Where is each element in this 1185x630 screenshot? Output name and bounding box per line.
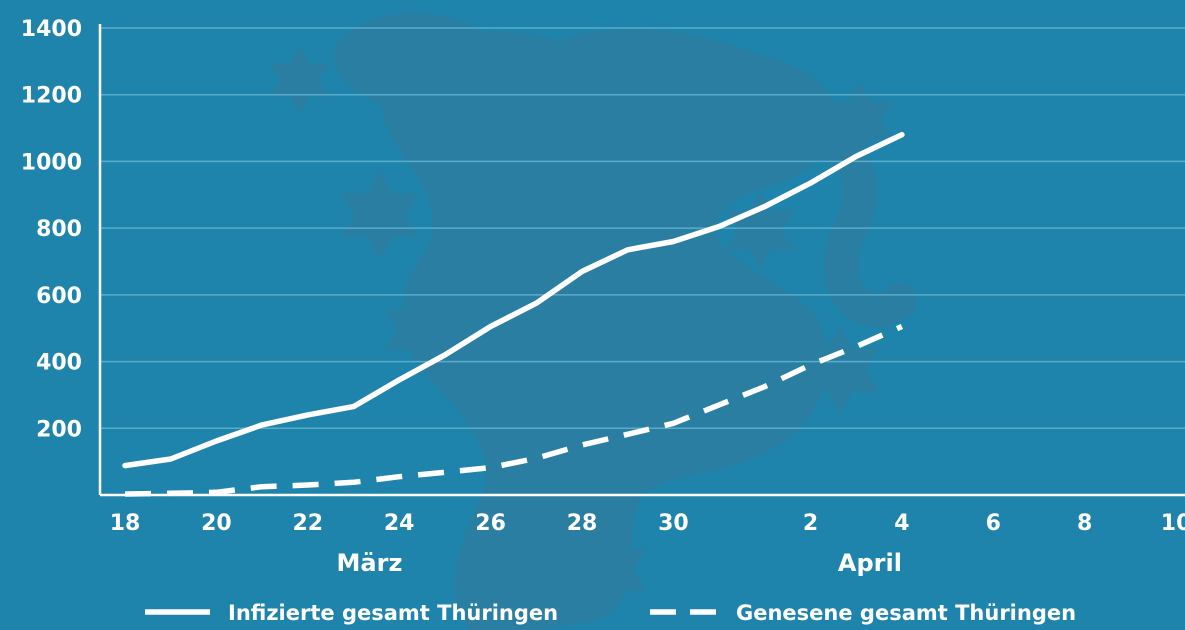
legend: Infizierte gesamt Thüringen Genesene gesa… [145, 601, 1076, 625]
star-icon [827, 82, 893, 158]
star-icon [341, 170, 419, 260]
x-tick-label: 18 [110, 511, 141, 536]
star-icon [270, 46, 330, 114]
month-label: April [838, 549, 902, 577]
lion-tail-shape [743, 118, 917, 328]
x-tick-label: 20 [201, 511, 232, 536]
x-tick-label: 10 [1161, 511, 1185, 536]
y-tick-label: 200 [36, 417, 82, 442]
y-tick-label: 1400 [21, 17, 82, 42]
legend-label: Genesene gesamt Thüringen [736, 601, 1076, 625]
x-tick-label: 26 [475, 511, 506, 536]
x-tick-label: 8 [1077, 511, 1092, 536]
lion-head-shape [334, 12, 497, 114]
data-series [122, 131, 905, 497]
x-tick-label: 6 [986, 511, 1001, 536]
star-icon [725, 190, 795, 270]
grid [100, 27, 1185, 430]
month-label: März [337, 549, 403, 577]
star-icon [385, 290, 455, 370]
lion-body-shape [380, 29, 838, 630]
series-line [124, 323, 904, 497]
x-tick-label: 4 [894, 511, 909, 536]
month-labels: März April [337, 549, 902, 577]
y-tick-label: 800 [36, 217, 82, 242]
star-icon [801, 325, 879, 415]
lion-coat-of-arms-icon [270, 12, 917, 630]
x-axis-ticks: 18 20 22 24 26 28 30 2 4 6 8 10 [110, 511, 1185, 536]
x-tick-label: 28 [567, 511, 598, 536]
star-icon [573, 528, 647, 612]
x-tick-label: 2 [803, 511, 818, 536]
y-tick-label: 600 [36, 284, 82, 309]
axes [98, 24, 1185, 497]
y-tick-label: 1200 [21, 84, 82, 109]
y-tick-label: 400 [36, 351, 82, 376]
y-axis-ticks: 200 400 600 800 1000 1200 1400 [21, 17, 82, 442]
y-tick-label: 1000 [21, 150, 82, 175]
x-tick-label: 24 [384, 511, 415, 536]
series-line [122, 131, 905, 469]
x-tick-label: 30 [658, 511, 689, 536]
legend-label: Infizierte gesamt Thüringen [228, 601, 558, 625]
x-tick-label: 22 [292, 511, 323, 536]
